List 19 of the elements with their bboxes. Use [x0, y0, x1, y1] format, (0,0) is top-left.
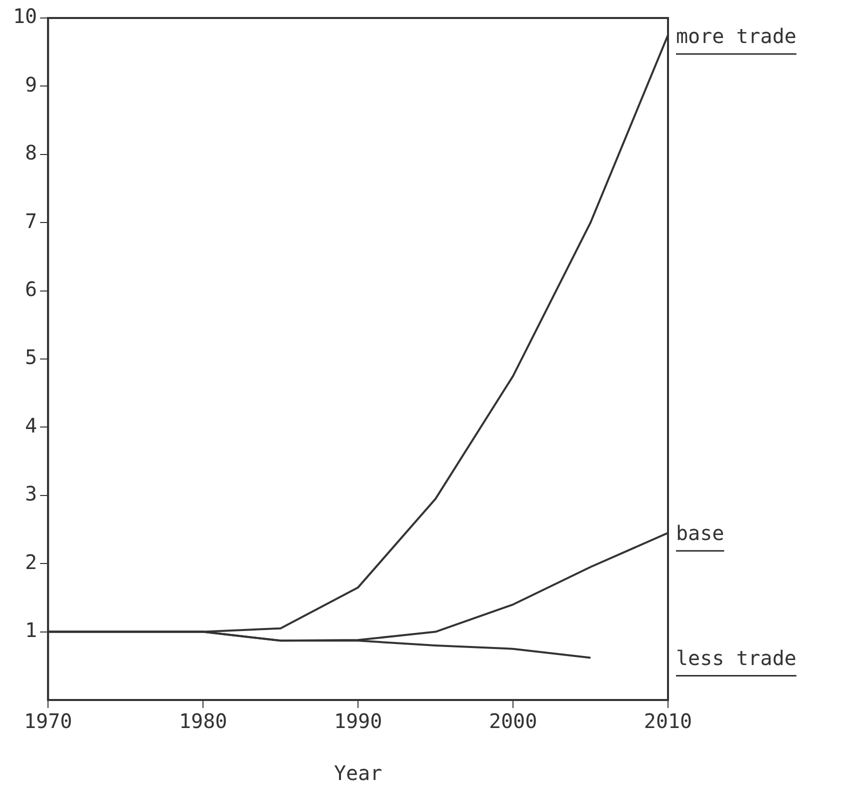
y-tick-label: 10: [12, 4, 38, 28]
x-axis-title: Year: [334, 761, 382, 786]
series-label: base: [676, 521, 724, 546]
y-tick-label: 2: [25, 550, 38, 574]
text: less trade: [676, 646, 796, 670]
y-tick-label: 3: [25, 482, 38, 506]
y-tick-label: 9: [25, 72, 38, 96]
y-tick-label: 5: [25, 345, 38, 370]
x-tick-label: 2000: [488, 709, 538, 734]
y-tick-label: 7: [25, 208, 38, 233]
y-tick-label: 6: [25, 277, 38, 302]
series-label: more trade: [676, 24, 796, 48]
y-tick-label: 1: [25, 618, 38, 642]
x-tick-label: 2010: [644, 709, 692, 734]
y-tick-label: 8: [25, 140, 38, 165]
x-tick-label: 1970: [24, 709, 72, 734]
x-tick-label: 1990: [334, 709, 382, 734]
x-tick-label: 1980: [178, 709, 228, 734]
y-tick-label: 4: [25, 413, 38, 438]
